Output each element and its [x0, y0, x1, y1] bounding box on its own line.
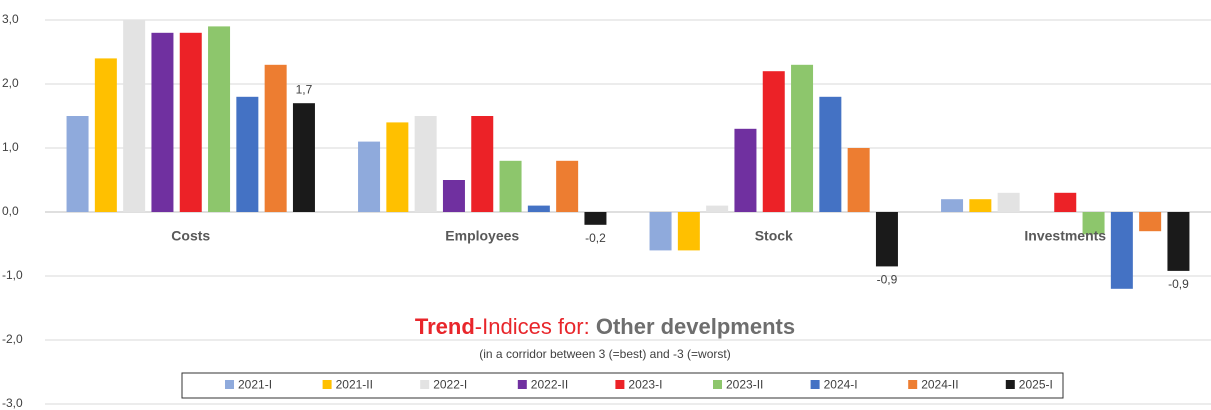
legend-label: 2022-II: [531, 378, 568, 392]
x-tick-label: Investments: [1024, 228, 1106, 244]
bar: [584, 212, 607, 225]
bar: [1054, 192, 1077, 212]
chart-title: Trend-Indices for: Other develpments: [415, 314, 795, 339]
y-tick-label: -3,0: [2, 396, 23, 410]
title-part: -Indices for:: [475, 314, 596, 339]
y-tick-label: -1,0: [2, 268, 23, 282]
bar: [762, 71, 785, 212]
legend-swatch: [615, 380, 625, 389]
legend-swatch: [908, 380, 918, 389]
bar: [969, 199, 992, 212]
legend-swatch: [322, 380, 332, 389]
bar: [556, 160, 579, 212]
bar: [123, 20, 146, 212]
legend-swatch: [420, 380, 430, 389]
legend-label: 2023-II: [726, 378, 763, 392]
bar: [734, 128, 757, 212]
legend-swatch: [810, 380, 820, 389]
legend-swatch: [713, 380, 722, 389]
legend-label: 2021-I: [238, 378, 272, 392]
bar: [236, 96, 259, 212]
x-tick-label: Costs: [171, 228, 210, 244]
bar: [471, 116, 494, 212]
bar: [819, 96, 842, 212]
bar: [264, 64, 287, 212]
legend-swatch: [517, 380, 527, 389]
x-tick-label: Stock: [755, 228, 793, 244]
bar: [706, 205, 729, 212]
y-tick-label: 0,0: [2, 204, 19, 218]
legend-label: 2025-I: [1019, 378, 1053, 392]
bar: [151, 32, 174, 212]
bar: [292, 103, 315, 212]
bar: [358, 141, 381, 212]
title-part: Other develpments: [596, 314, 795, 339]
bars: [66, 20, 1190, 289]
bar: [386, 122, 409, 212]
data-label: 1,7: [296, 82, 313, 96]
bar: [847, 148, 870, 212]
legend-swatch: [225, 380, 234, 389]
bar: [791, 64, 814, 212]
legend-swatch: [1005, 380, 1015, 389]
data-label: -0,9: [877, 273, 898, 287]
bar: [208, 26, 231, 213]
bar: [649, 212, 672, 251]
title-part: Trend: [415, 314, 475, 339]
data-label: -0,2: [585, 231, 606, 245]
bar: [94, 58, 117, 213]
bar: [527, 205, 550, 212]
bar: [66, 116, 89, 212]
data-label: -0,9: [1168, 277, 1189, 291]
legend-label: 2024-II: [921, 378, 958, 392]
bar: [442, 180, 465, 212]
y-tick-label: -2,0: [2, 332, 23, 346]
chart-subtitle: (in a corridor between 3 (=best) and -3 …: [479, 347, 730, 361]
y-tick-label: 2,0: [2, 76, 19, 90]
legend-label: 2021-II: [336, 378, 373, 392]
legend-label: 2024-I: [824, 378, 858, 392]
x-tick-label: Employees: [445, 228, 519, 244]
legend-label: 2023-I: [628, 378, 662, 392]
bar: [1167, 212, 1190, 271]
y-tick-label: 1,0: [2, 140, 19, 154]
legend-label: 2022-I: [433, 378, 467, 392]
bar: [1139, 212, 1162, 232]
bar: [179, 32, 202, 212]
bar: [941, 199, 964, 212]
bar: [875, 212, 898, 267]
bar: [1082, 212, 1105, 235]
y-tick-label: 3,0: [2, 12, 19, 26]
bar: [997, 192, 1020, 212]
bar: [499, 160, 522, 212]
bar: [414, 116, 437, 212]
bar: [1110, 212, 1133, 289]
bar: [677, 212, 700, 251]
